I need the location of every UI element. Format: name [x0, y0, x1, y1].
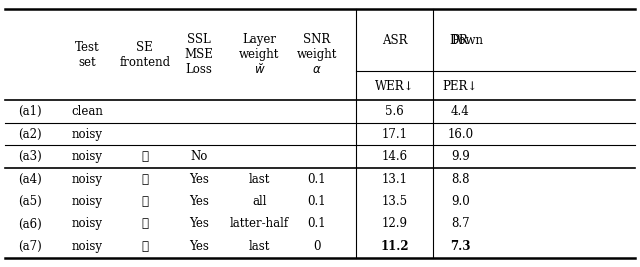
Text: (a3): (a3) — [18, 150, 42, 163]
Text: (a6): (a6) — [18, 218, 42, 230]
Text: No: No — [190, 150, 207, 163]
Text: Yes: Yes — [189, 172, 209, 186]
Text: (a2): (a2) — [19, 128, 42, 141]
Text: last: last — [249, 240, 270, 253]
Text: 0.1: 0.1 — [307, 172, 326, 186]
Text: 9.9: 9.9 — [451, 150, 470, 163]
Text: ✓: ✓ — [141, 195, 148, 208]
Text: noisy: noisy — [72, 150, 103, 163]
Text: latter-half: latter-half — [230, 218, 289, 230]
Text: noisy: noisy — [72, 218, 103, 230]
Text: 17.1: 17.1 — [381, 128, 408, 141]
Text: 11.2: 11.2 — [380, 240, 409, 253]
Text: (a4): (a4) — [18, 172, 42, 186]
Text: SE
frontend: SE frontend — [119, 41, 170, 69]
Text: 14.6: 14.6 — [381, 150, 408, 163]
Text: 13.1: 13.1 — [381, 172, 408, 186]
Text: Layer
weight
$\breve{w}$: Layer weight $\breve{w}$ — [239, 33, 280, 77]
Text: 0.1: 0.1 — [307, 195, 326, 208]
Text: 13.5: 13.5 — [381, 195, 408, 208]
Text: 8.7: 8.7 — [451, 218, 470, 230]
Text: Yes: Yes — [189, 218, 209, 230]
Text: (a7): (a7) — [18, 240, 42, 253]
Text: all: all — [252, 195, 267, 208]
Text: Test
set: Test set — [75, 41, 100, 69]
Text: (a1): (a1) — [19, 105, 42, 118]
Text: ASR: ASR — [382, 34, 407, 47]
Text: WER↓: WER↓ — [375, 80, 414, 92]
Text: ✓: ✓ — [141, 150, 148, 163]
Text: noisy: noisy — [72, 195, 103, 208]
Text: clean: clean — [72, 105, 103, 118]
Text: ✓: ✓ — [141, 172, 148, 186]
Text: SSL
MSE
Loss: SSL MSE Loss — [184, 33, 213, 76]
Text: PER↓: PER↓ — [443, 80, 478, 92]
Text: 0: 0 — [313, 240, 321, 253]
Text: SNR
weight
$\alpha$: SNR weight $\alpha$ — [296, 33, 337, 76]
Text: ✓: ✓ — [141, 240, 148, 253]
Text: noisy: noisy — [72, 128, 103, 141]
Text: noisy: noisy — [72, 172, 103, 186]
Text: (a5): (a5) — [18, 195, 42, 208]
Text: 5.6: 5.6 — [385, 105, 404, 118]
Text: 0.1: 0.1 — [307, 218, 326, 230]
Text: last: last — [249, 172, 270, 186]
Text: noisy: noisy — [72, 240, 103, 253]
Text: 9.0: 9.0 — [451, 195, 470, 208]
Text: Down: Down — [449, 34, 484, 47]
Text: Yes: Yes — [189, 240, 209, 253]
Text: PR: PR — [452, 34, 468, 47]
Text: 16.0: 16.0 — [447, 128, 473, 141]
Text: 8.8: 8.8 — [451, 172, 469, 186]
Text: Yes: Yes — [189, 195, 209, 208]
Text: ✓: ✓ — [141, 218, 148, 230]
Text: 4.4: 4.4 — [451, 105, 470, 118]
Text: 7.3: 7.3 — [450, 240, 470, 253]
Text: 12.9: 12.9 — [381, 218, 408, 230]
